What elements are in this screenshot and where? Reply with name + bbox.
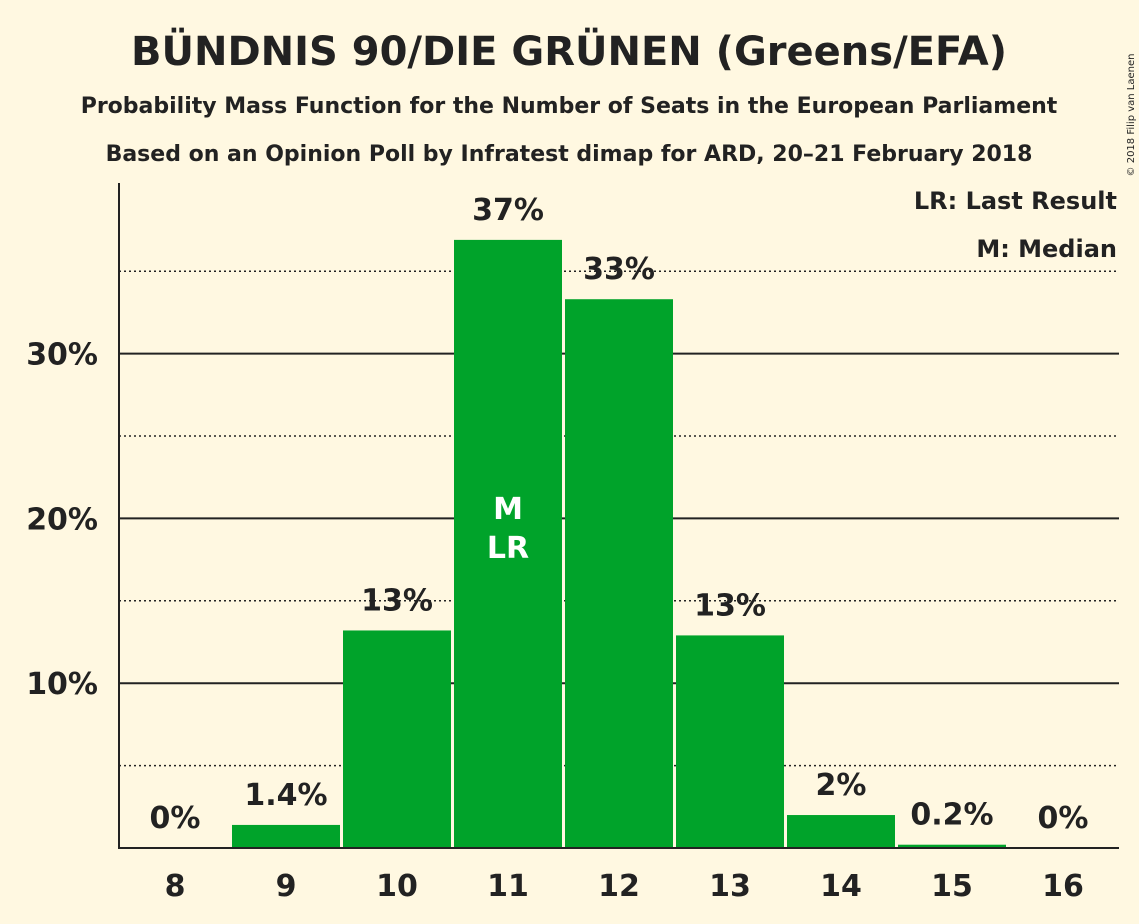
y-tick-20: 20% (26, 502, 98, 537)
x-tick-9: 9 (276, 869, 297, 904)
chart-subtitle: Probability Mass Function for the Number… (81, 94, 1058, 119)
bar-label-14: 2% (816, 768, 867, 803)
bar-label-15: 0.2% (910, 798, 993, 833)
bar-value-labels: 0% 1.4% 13% 37% 33% 13% 2% 0.2% 0% (150, 193, 1089, 836)
bar-label-16: 0% (1038, 801, 1089, 836)
bar-12 (565, 299, 673, 848)
x-axis-ticks: 8 9 10 11 12 13 14 15 16 (165, 869, 1084, 904)
chart-title: BÜNDNIS 90/DIE GRÜNEN (Greens/EFA) (131, 27, 1007, 75)
x-tick-10: 10 (376, 869, 418, 904)
bar-label-12: 33% (583, 252, 655, 287)
y-tick-10: 10% (26, 667, 98, 702)
copyright-notice: © 2018 Filip van Laenen (1126, 54, 1137, 177)
median-marker: M (493, 492, 523, 527)
last-result-marker: LR (487, 531, 529, 566)
x-tick-12: 12 (598, 869, 640, 904)
bar-label-8: 0% (150, 801, 201, 836)
x-tick-15: 15 (931, 869, 973, 904)
bar-13 (676, 635, 784, 848)
median-last-result-markers: M LR (487, 492, 529, 566)
y-tick-30: 30% (26, 338, 98, 373)
bar-10 (343, 630, 451, 848)
bar-11 (454, 239, 562, 848)
y-axis-ticks: 10% 20% 30% (26, 338, 98, 703)
chart-subtitle-source: Based on an Opinion Poll by Infratest di… (106, 142, 1033, 167)
bar-label-11: 37% (472, 193, 544, 228)
x-tick-16: 16 (1042, 869, 1084, 904)
bar-label-10: 13% (361, 583, 433, 618)
x-tick-13: 13 (709, 869, 751, 904)
bar-15 (898, 844, 1006, 848)
x-tick-14: 14 (820, 869, 862, 904)
bar-label-13: 13% (694, 588, 766, 623)
x-tick-8: 8 (165, 869, 186, 904)
x-tick-11: 11 (487, 869, 529, 904)
bar-label-9: 1.4% (244, 778, 327, 813)
bars (232, 239, 1006, 848)
bar-14 (787, 815, 895, 848)
bar-9 (232, 824, 340, 848)
legend-median: M: Median (976, 235, 1117, 263)
legend-last-result: LR: Last Result (914, 187, 1117, 215)
